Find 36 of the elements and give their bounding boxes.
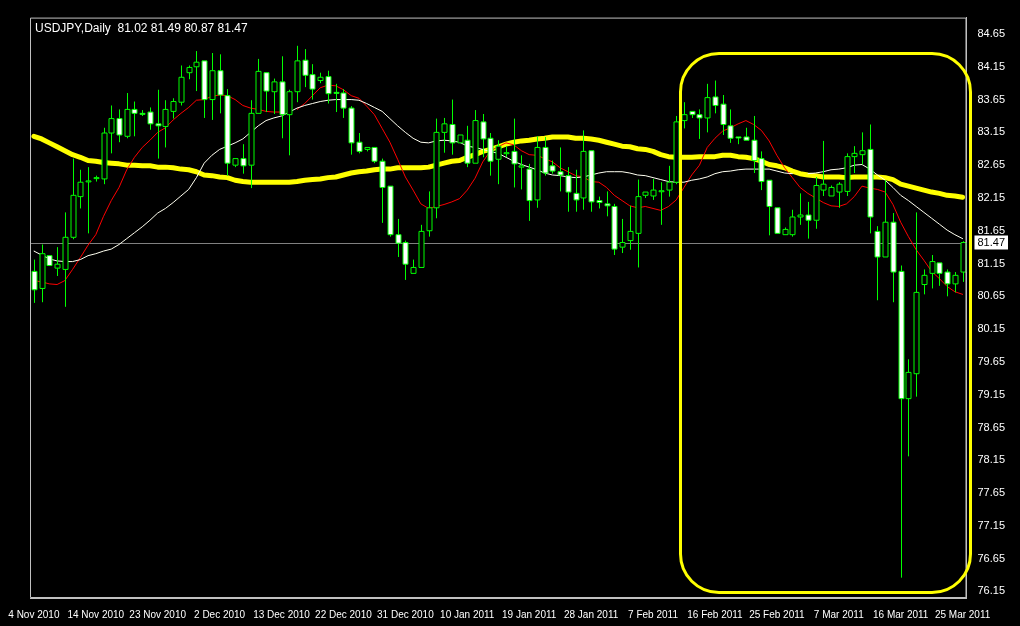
y-tick-label: 76.15: [977, 584, 1005, 597]
y-tick-label: 84.65: [977, 27, 1005, 40]
chart-title: USDJPY,Daily 81.02 81.49 80.87 81.47: [35, 20, 248, 35]
x-tick-label: 31 Dec 2010: [377, 608, 435, 620]
y-tick-label: 78.15: [977, 453, 1005, 466]
x-tick-label: 16 Feb 2011: [687, 608, 744, 620]
x-tick-label: 4 Nov 2010: [8, 608, 60, 620]
x-tick-label: 23 Nov 2010: [129, 608, 187, 620]
y-tick-label: 81.15: [977, 256, 1005, 269]
y-tick-label: 84.15: [977, 59, 1005, 72]
y-tick-label: 79.15: [977, 387, 1005, 400]
y-tick-label: 76.65: [977, 551, 1005, 564]
x-tick-label: 10 Jan 2011: [440, 608, 495, 620]
y-tick-label: 79.65: [977, 354, 1005, 367]
y-tick-label: 81.65: [977, 223, 1005, 236]
y-tick-label: 83.65: [977, 92, 1005, 105]
x-tick-label: 25 Mar 2011: [934, 608, 991, 620]
x-tick-label: 25 Feb 2011: [749, 608, 805, 620]
x-tick-label: 28 Jan 2011: [563, 608, 619, 620]
x-tick-label: 7 Feb 2011: [628, 608, 679, 620]
x-tick-label: 19 Jan 2011: [502, 608, 557, 620]
x-tick-label: 14 Nov 2010: [67, 608, 125, 620]
y-tick-label: 82.15: [977, 190, 1005, 203]
ref-line-label: 81.47: [977, 235, 1005, 248]
y-tick-label: 78.65: [977, 420, 1005, 433]
y-tick-label: 77.65: [977, 486, 1005, 499]
y-tick-label: 80.65: [977, 289, 1005, 302]
x-tick-label: 2 Dec 2010: [194, 608, 246, 620]
x-tick-label: 7 Mar 2011: [813, 608, 865, 620]
y-tick-label: 82.65: [977, 158, 1005, 171]
x-tick-label: 22 Dec 2010: [315, 608, 373, 620]
x-tick-label: 13 Dec 2010: [253, 608, 311, 620]
x-tick-label: 16 Mar 2011: [872, 608, 929, 620]
y-tick-label: 83.15: [977, 125, 1005, 138]
y-tick-label: 77.15: [977, 518, 1005, 531]
y-tick-label: 80.15: [977, 322, 1005, 335]
